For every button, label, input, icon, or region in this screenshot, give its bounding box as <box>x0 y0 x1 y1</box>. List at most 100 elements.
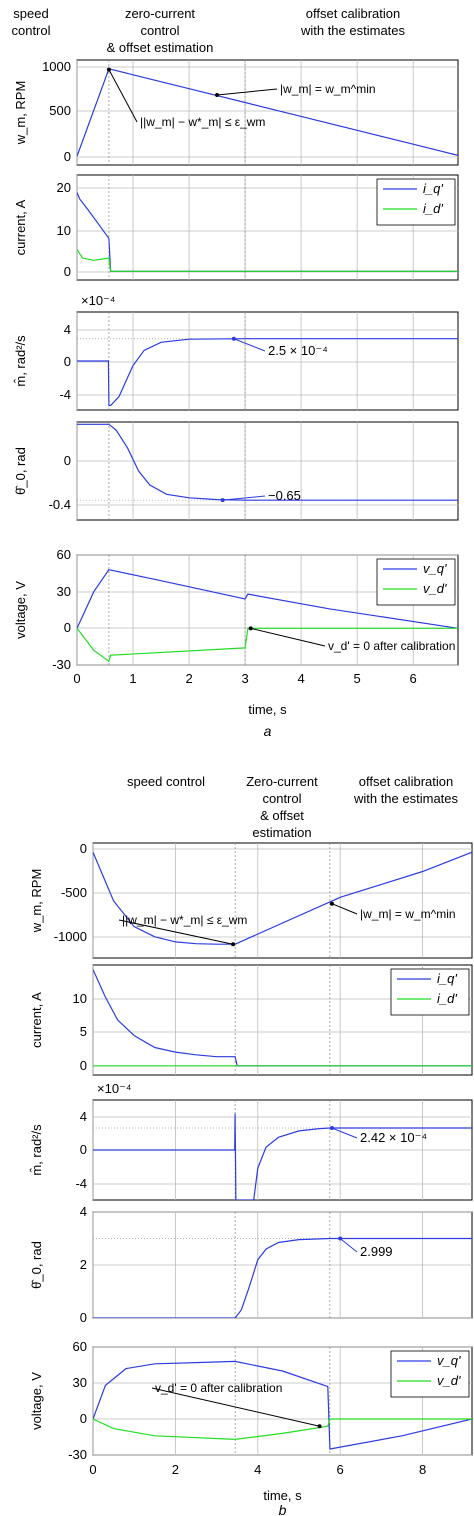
series-line-main <box>93 851 472 945</box>
series-line-vd <box>93 1418 472 1441</box>
phase-label: & offset estimation <box>107 40 214 55</box>
annotation-label: −0.65 <box>268 488 301 503</box>
y-tick-label: 10 <box>57 223 71 238</box>
annotation-arrowhead <box>106 67 111 72</box>
x-tick-label: 3 <box>241 671 248 686</box>
y-tick-label: 0 <box>80 1058 87 1073</box>
phase-label: offset calibration <box>359 774 453 789</box>
annotation-label: 2.5 × 10⁻⁴ <box>268 343 328 358</box>
y-axis-label: voltage, V <box>29 1372 44 1430</box>
annotation-label: ||w_m| − w*_m| ≤ ε_wm <box>140 115 265 129</box>
y-tick-label: 60 <box>73 1339 87 1354</box>
phase-label: speed <box>13 6 48 21</box>
legend-label: i_d' <box>437 991 457 1006</box>
annotation-label: ||w_m| − w*_m| ≤ ε_wm <box>122 913 247 927</box>
annotation-label: 2.42 × 10⁻⁴ <box>360 1130 427 1145</box>
annotation-arrowhead <box>338 1236 343 1241</box>
subplot-1: 0 500 1000 w_m, RPM ||w_m| − w*_m| ≤ ε_wm |w_… <box>13 59 459 166</box>
legend-label: i_q' <box>423 181 443 196</box>
legend-label: v_d' <box>423 581 447 596</box>
y-tick-label: 0 <box>64 264 71 279</box>
annotation-arrowhead <box>231 942 236 947</box>
axes-frame <box>92 842 473 959</box>
annotation-arrow <box>339 1238 358 1253</box>
subplot-3: -4 0 4 ×10⁻⁴ m̂, rad²/s 2.5 × 10⁻⁴ <box>13 293 459 411</box>
annotation-arrowhead <box>220 498 225 503</box>
annotation-label: |w_m| = w_m^min <box>360 907 456 921</box>
annotation-arrow <box>331 1127 358 1139</box>
x-tick-label: 0 <box>73 671 80 686</box>
x-tick-label: 2 <box>185 671 192 686</box>
legend-box <box>376 558 456 606</box>
subplot-4: 0 2 4 θ̂_0, rad 2.999 <box>29 1204 473 1325</box>
x-tick-label: 1 <box>129 671 136 686</box>
y-axis-label: m̂, rad²/s <box>13 335 28 387</box>
subplot-2: 0 5 10 current, A i_q' i_d' <box>29 964 473 1076</box>
y-tick-label: 0 <box>64 453 71 468</box>
y-axis-label: w_m, RPM <box>29 869 44 934</box>
series-line-main <box>77 338 458 407</box>
annotation-label: |w_m| = w_m^min <box>280 82 376 96</box>
series-line-vq <box>93 1360 472 1450</box>
x-tick-label: 4 <box>254 1462 261 1477</box>
phase-label: control <box>140 23 179 38</box>
panel-label: b <box>279 1502 287 1516</box>
y-tick-label: 4 <box>80 1109 87 1124</box>
annotation-arrowhead <box>329 1126 334 1130</box>
y-tick-label: 1000 <box>42 59 71 74</box>
y-exponent-label: ×10⁻⁴ <box>97 1081 132 1096</box>
phase-label: with the estimates <box>353 791 459 806</box>
y-axis-label: voltage, V <box>13 581 28 639</box>
legend-box <box>390 968 470 1016</box>
y-tick-label: 4 <box>64 322 71 337</box>
annotation-arrowhead <box>248 626 253 631</box>
phase-label: offset calibration <box>306 6 400 21</box>
subplot-1: -1000 -500 0 w_m, RPM ||w_m| − w*_m| ≤ ε_wm |… <box>29 841 473 959</box>
y-tick-label: 20 <box>57 180 71 195</box>
legend-box <box>390 1350 470 1398</box>
y-tick-label: 30 <box>57 584 71 599</box>
annotation-arrow <box>331 903 358 915</box>
y-tick-label: -30 <box>68 1447 87 1462</box>
series-line-main <box>93 1237 472 1318</box>
subplot-2: 0 10 20 current, A i_q' i_d' <box>13 174 459 281</box>
subplot-3: -4 0 4 ×10⁻⁴ m̂, rad²/s 2.42 × 10⁻⁴ <box>29 1081 473 1201</box>
annotation-arrowhead <box>329 901 334 906</box>
y-tick-label: 5 <box>80 1024 87 1039</box>
legend-box <box>376 178 456 226</box>
axes-frame <box>76 59 459 166</box>
y-tick-label: -4 <box>75 1176 87 1191</box>
y-tick-label: -500 <box>61 885 87 900</box>
y-axis-label: current, A <box>29 992 44 1048</box>
x-axis-label: time, s <box>263 1488 302 1503</box>
legend-label: i_q' <box>437 971 457 986</box>
y-tick-label: 0 <box>64 354 71 369</box>
phase-label: estimation <box>252 825 311 840</box>
series-line-id <box>77 249 458 272</box>
y-tick-label: 500 <box>49 103 71 118</box>
y-tick-label: -1000 <box>54 929 87 944</box>
series-line-main <box>77 68 458 157</box>
annotation-arrowhead <box>317 1424 322 1429</box>
y-axis-label: w_m, RPM <box>13 81 28 146</box>
phase-label: control <box>262 791 301 806</box>
y-tick-label: 60 <box>57 547 71 562</box>
x-axis-label: time, s <box>248 702 287 717</box>
annotation-arrow <box>108 69 138 123</box>
series-line-vq <box>77 569 458 629</box>
y-tick-label: 0 <box>64 149 71 164</box>
y-axis-label: current, A <box>13 199 28 255</box>
y-tick-label: 0 <box>80 1411 87 1426</box>
phase-label: control <box>11 23 50 38</box>
series-line-vd <box>77 627 458 663</box>
series-line-iq <box>93 969 472 1067</box>
axes-frame <box>76 421 459 521</box>
annotation-label: v_d' = 0 after calibration <box>328 639 455 653</box>
y-tick-label: -0.4 <box>49 497 71 512</box>
y-tick-label: -30 <box>52 657 71 672</box>
x-tick-label: 2 <box>172 1462 179 1477</box>
phase-label: speed control <box>127 774 205 789</box>
phase-label: with the estimates <box>300 23 406 38</box>
